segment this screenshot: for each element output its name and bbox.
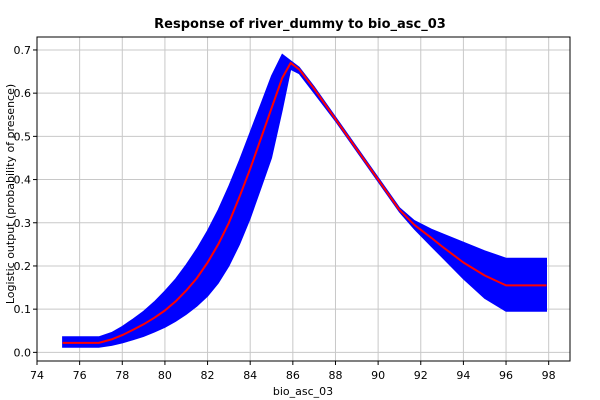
x-tick-label: 74 bbox=[30, 369, 44, 382]
x-tick-label: 92 bbox=[414, 369, 428, 382]
confidence-band-group bbox=[62, 53, 547, 348]
mean-response-group bbox=[62, 61, 547, 344]
x-tick-label: 86 bbox=[286, 369, 300, 382]
x-tick-label: 76 bbox=[73, 369, 87, 382]
grid-lines bbox=[36, 37, 570, 361]
x-axis-label: bio_asc_03 bbox=[273, 385, 333, 398]
x-tick-label: 80 bbox=[158, 369, 172, 382]
x-tick-label: 82 bbox=[201, 369, 215, 382]
y-tick-label: 0.6 bbox=[14, 87, 32, 100]
y-tick-label: 0.3 bbox=[14, 217, 32, 230]
y-tick-label: 0.2 bbox=[14, 260, 32, 273]
x-tick-label: 94 bbox=[456, 369, 470, 382]
y-tick-label: 0.0 bbox=[14, 346, 32, 359]
x-tick-label: 78 bbox=[115, 369, 129, 382]
y-tick-label: 0.5 bbox=[14, 130, 32, 143]
axes: 74 76 78 80 82 84 86 88 90 92 94 96 98 0.0 0.1 0.2 0.3 0.… bbox=[14, 36, 571, 382]
plot-frame bbox=[36, 36, 571, 362]
mean-response-line bbox=[62, 61, 547, 344]
x-tick-label: 88 bbox=[328, 369, 342, 382]
confidence-band bbox=[62, 53, 547, 348]
y-tick-label: 0.7 bbox=[14, 44, 32, 57]
x-tick-label: 98 bbox=[542, 369, 556, 382]
x-tick-label: 90 bbox=[371, 369, 385, 382]
x-tick-label: 96 bbox=[499, 369, 513, 382]
y-tick-label: 0.1 bbox=[14, 303, 32, 316]
x-tick-label: 84 bbox=[243, 369, 257, 382]
y-axis-label: Logistic output (probability of presence… bbox=[4, 84, 17, 304]
chart-title: Response of river_dummy to bio_asc_03 bbox=[154, 17, 446, 32]
y-tick-label: 0.4 bbox=[14, 174, 32, 187]
